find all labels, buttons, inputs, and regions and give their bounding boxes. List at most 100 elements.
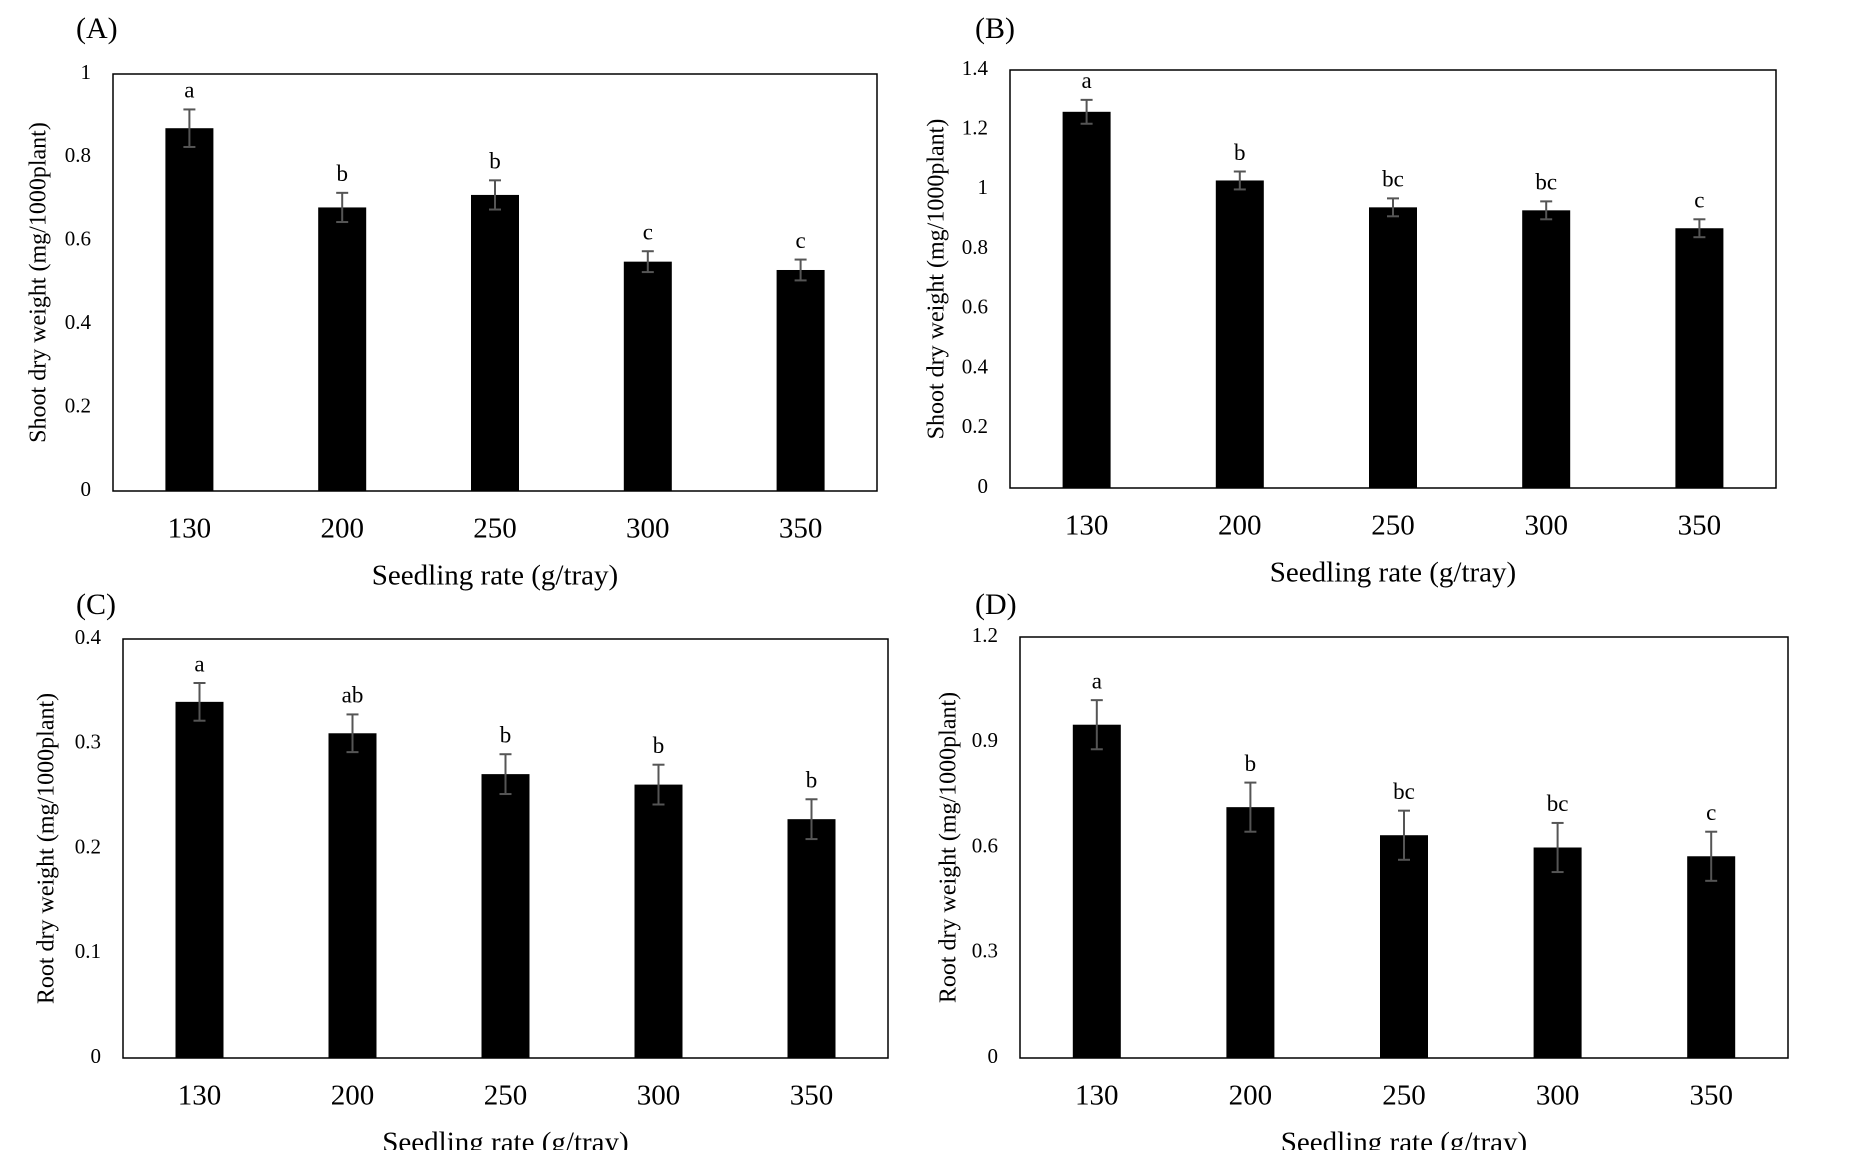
- x-axis-title: Seedling rate (g/tray): [382, 1127, 628, 1150]
- panel-label: (B): [975, 12, 1015, 45]
- chart-panel-1: (A) a 130 b 200 b 250 c 300 c 350 0 0.2 0.4 0.6 0.8 1 See…: [26, 12, 878, 592]
- y-tick-label: 1.4: [962, 56, 989, 80]
- significance-label: c: [643, 220, 653, 245]
- significance-label: ab: [342, 683, 364, 708]
- panel-label: (D): [975, 588, 1017, 621]
- x-tick-label: 130: [1065, 510, 1109, 542]
- bar: [1380, 835, 1428, 1058]
- x-tick-label: 200: [320, 513, 364, 545]
- x-tick-label: 200: [1218, 510, 1262, 542]
- significance-label: a: [1092, 668, 1102, 693]
- significance-label: b: [1234, 140, 1246, 165]
- x-axis-title: Seedling rate (g/tray): [1270, 557, 1516, 589]
- x-tick-label: 350: [1678, 510, 1722, 542]
- y-tick-label: 0.6: [65, 227, 91, 251]
- y-tick-label: 0: [81, 477, 92, 501]
- y-axis-title: Shoot dry weight (mg/1000plant): [924, 119, 950, 440]
- significance-label: bc: [1382, 167, 1404, 192]
- significance-label: b: [1245, 751, 1257, 776]
- bar: [471, 194, 519, 491]
- y-tick-label: 0.4: [65, 310, 92, 334]
- y-tick-label: 0: [988, 1044, 999, 1068]
- bar: [1072, 724, 1121, 1058]
- bar: [165, 128, 214, 491]
- y-tick-label: 0: [978, 474, 989, 498]
- significance-label: bc: [1535, 170, 1557, 195]
- x-tick-label: 130: [168, 513, 212, 545]
- x-tick-label: 250: [1382, 1080, 1426, 1112]
- x-tick-label: 250: [473, 513, 517, 545]
- bar: [634, 784, 683, 1058]
- significance-label: a: [1081, 68, 1091, 93]
- x-tick-label: 300: [1536, 1080, 1580, 1112]
- significance-label: a: [194, 651, 204, 676]
- y-tick-label: 0.2: [962, 414, 988, 438]
- y-tick-label: 0.2: [75, 834, 101, 858]
- x-tick-label: 300: [637, 1080, 681, 1112]
- x-tick-label: 130: [1075, 1080, 1119, 1112]
- x-tick-label: 300: [1524, 510, 1568, 542]
- significance-label: c: [1706, 800, 1716, 825]
- bar: [1675, 228, 1724, 488]
- x-tick-label: 130: [178, 1080, 222, 1112]
- y-tick-label: 1.2: [962, 116, 988, 140]
- x-tick-label: 200: [331, 1080, 375, 1112]
- chart-panel-2: (B) a 130 b 200 bc 250 bc 300 c 350 0 0.2 0.4 0.6 0.8 1 1…: [924, 12, 1777, 589]
- x-tick-label: 250: [484, 1080, 528, 1112]
- chart-panel-3: (C) a 130 ab 200 b 250 b 300 b 350 0 0.1 0.2 0.3 0.4 See…: [34, 588, 889, 1150]
- significance-label: b: [336, 161, 348, 186]
- y-tick-label: 1: [81, 60, 92, 84]
- x-tick-label: 250: [1371, 510, 1415, 542]
- y-axis-title: Shoot dry weight (mg/1000plant): [26, 122, 52, 443]
- significance-label: b: [653, 733, 665, 758]
- bar: [481, 774, 530, 1058]
- x-axis-title: Seedling rate (g/tray): [372, 560, 618, 592]
- y-tick-label: 0.4: [75, 625, 102, 649]
- significance-label: c: [795, 228, 805, 253]
- plot-frame: [1009, 69, 1777, 489]
- y-tick-label: 0.6: [972, 833, 998, 857]
- y-tick-label: 0.6: [962, 295, 988, 319]
- significance-label: bc: [1393, 779, 1415, 804]
- bar: [623, 261, 672, 491]
- bar: [1226, 807, 1275, 1058]
- y-tick-label: 0.8: [65, 143, 91, 167]
- y-tick-label: 0.9: [972, 728, 998, 752]
- y-tick-label: 1: [978, 175, 989, 199]
- bar: [1522, 210, 1571, 489]
- y-tick-label: 0.3: [75, 730, 101, 754]
- significance-label: b: [806, 768, 818, 793]
- y-tick-label: 0.4: [962, 354, 989, 378]
- y-axis-title: Root dry weight (mg/1000plant): [936, 692, 962, 1003]
- significance-label: b: [500, 723, 512, 748]
- x-tick-label: 350: [1689, 1080, 1733, 1112]
- significance-label: a: [184, 78, 194, 103]
- plot-frame: [122, 638, 889, 1059]
- bar: [787, 819, 836, 1058]
- chart-panel-4: (D) a 130 b 200 bc 250 bc 300 c 350 0 0.3 0.6 0.9 1.2 Se…: [936, 588, 1789, 1150]
- significance-label: bc: [1547, 791, 1569, 816]
- bar: [175, 701, 224, 1058]
- y-tick-label: 0: [91, 1044, 102, 1068]
- y-tick-label: 0.2: [65, 393, 91, 417]
- y-tick-label: 0.3: [972, 939, 998, 963]
- panel-label: (A): [76, 12, 118, 45]
- bar: [328, 733, 377, 1058]
- y-tick-label: 0.8: [962, 235, 988, 259]
- bar: [1533, 847, 1582, 1058]
- bar: [1369, 207, 1417, 489]
- plot-frame: [112, 73, 878, 492]
- x-axis-title: Seedling rate (g/tray): [1281, 1127, 1527, 1150]
- significance-label: c: [1694, 188, 1704, 213]
- plot-frame: [1019, 636, 1789, 1059]
- significance-label: b: [489, 149, 501, 174]
- y-tick-label: 1.2: [972, 623, 998, 647]
- x-tick-label: 350: [790, 1080, 834, 1112]
- bar: [1215, 180, 1264, 488]
- bar: [1687, 856, 1736, 1058]
- bar: [776, 269, 825, 491]
- panel-label: (C): [76, 588, 116, 621]
- x-tick-label: 300: [626, 513, 670, 545]
- y-axis-title: Root dry weight (mg/1000plant): [34, 693, 60, 1004]
